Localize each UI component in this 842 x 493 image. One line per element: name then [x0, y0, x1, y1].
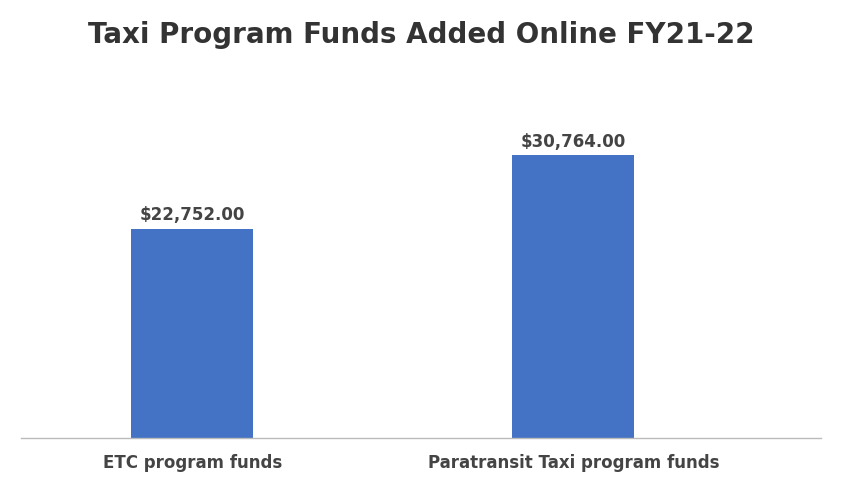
Bar: [131, 229, 253, 437]
Text: $30,764.00: $30,764.00: [521, 133, 626, 151]
Title: Taxi Program Funds Added Online FY21-22: Taxi Program Funds Added Online FY21-22: [88, 21, 754, 49]
Bar: [513, 155, 634, 437]
Text: $22,752.00: $22,752.00: [140, 206, 245, 224]
